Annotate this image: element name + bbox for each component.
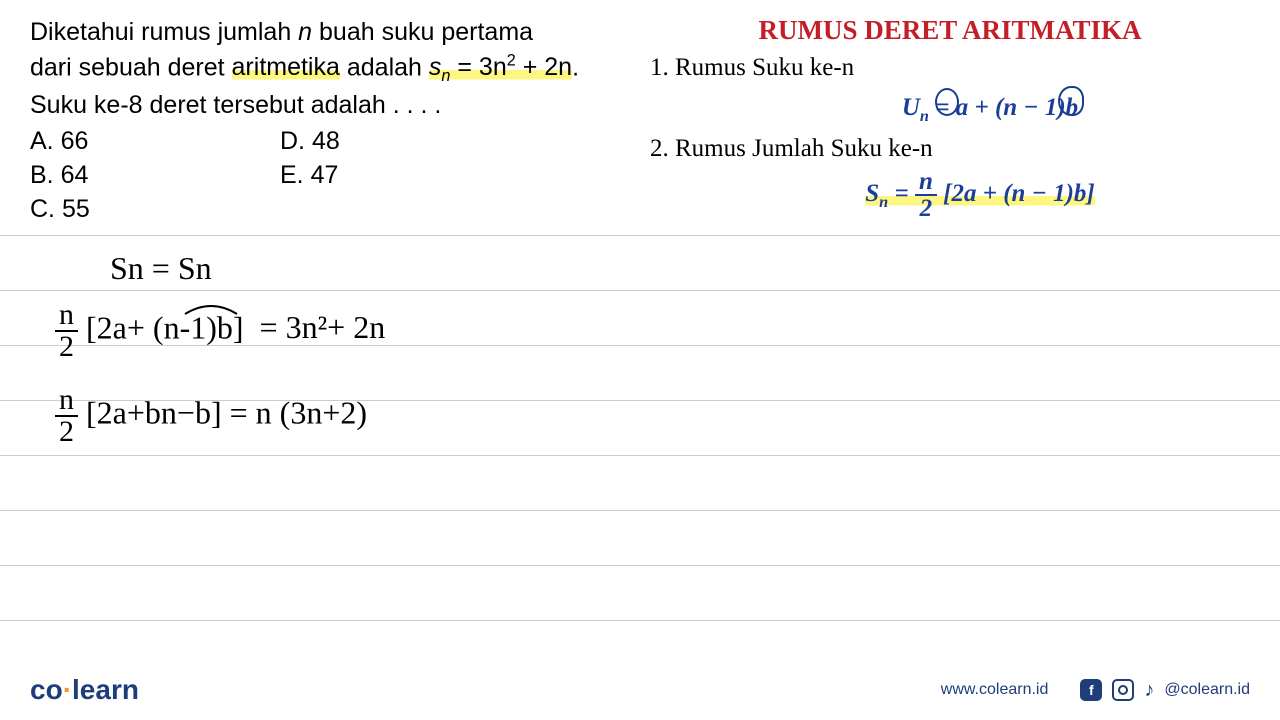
footer-right: www.colearn.id f ♪ @colearn.id [941, 679, 1250, 702]
formula-sn: Sn = n2 [2a + (n − 1)b] [650, 169, 1250, 221]
arc-annotation [183, 300, 243, 318]
facebook-icon: f [1080, 679, 1102, 701]
answer-options: A. 66 B. 64 C. 55 D. 48 E. 47 [30, 125, 590, 226]
text-segment: Diketahui rumus jumlah [30, 18, 298, 46]
problem-text: Diketahui rumus jumlah n buah suku perta… [30, 15, 590, 123]
highlighted-word: aritmetika [232, 53, 340, 81]
footer: co·learn www.colearn.id f ♪ @colearn.id [0, 660, 1280, 720]
option-e: E. 47 [280, 159, 480, 193]
formula-item-1: 1. Rumus Suku ke-n [650, 48, 1250, 88]
handwriting-line-3: n2 [2a+bn−b] = n (3n+2) [55, 385, 367, 447]
instagram-icon [1112, 679, 1134, 701]
option-b: B. 64 [30, 159, 280, 193]
option-c: C. 55 [30, 193, 280, 227]
formula-item-2: 2. Rumus Jumlah Suku ke-n [650, 129, 1250, 169]
footer-url: www.colearn.id [941, 681, 1049, 699]
problem-panel: Diketahui rumus jumlah n buah suku perta… [30, 15, 590, 226]
footer-handle: @colearn.id [1164, 681, 1250, 699]
formula-title: RUMUS DERET ARITMATIKA [650, 15, 1250, 46]
formula-un: Un = a + (n − 1)b [650, 88, 1250, 129]
logo: co·learn [30, 674, 139, 706]
option-d: D. 48 [280, 125, 480, 159]
tiktok-icon: ♪ [1144, 679, 1154, 702]
option-a: A. 66 [30, 125, 280, 159]
formula-panel: RUMUS DERET ARITMATIKA 1. Rumus Suku ke-… [650, 15, 1250, 221]
question-line: Suku ke-8 deret tersebut adalah . . . . [30, 91, 441, 119]
handwriting-line-1: Sn = Sn [110, 250, 212, 287]
highlighted-formula: sn = 3n2 + 2n [429, 53, 572, 81]
